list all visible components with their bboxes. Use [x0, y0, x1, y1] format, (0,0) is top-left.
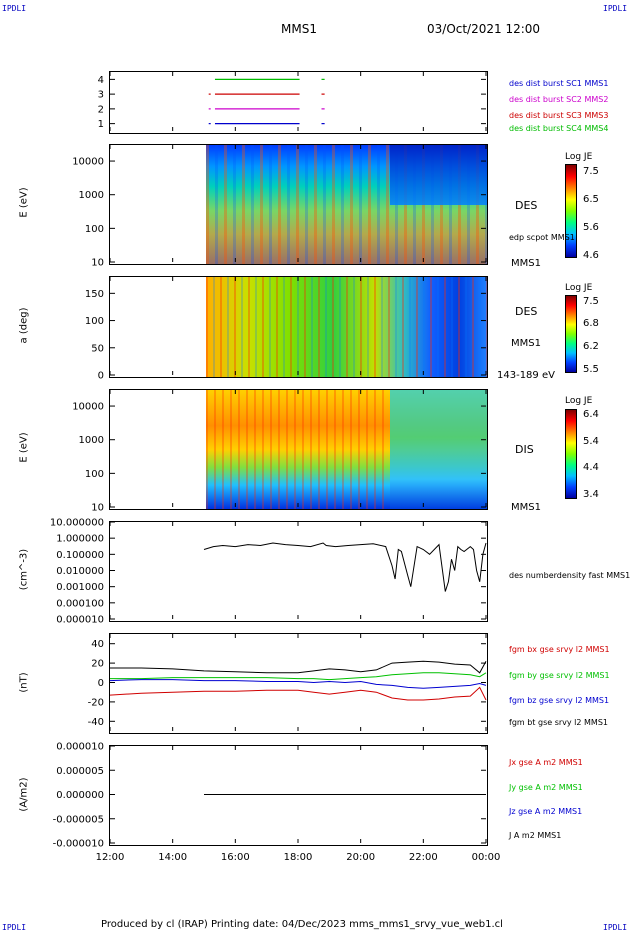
des-pitch-colorbar	[565, 295, 577, 373]
current-legend-jz: Jz gse A m2 MMS1	[509, 807, 583, 816]
des_energy-ytick-label: 10000	[72, 157, 104, 168]
dis_energy-ytick-label: 100	[85, 469, 104, 480]
des-energy-cb-tick: 7.5	[583, 166, 599, 177]
burst-legend-sc3: des dist burst SC3 MMS3	[509, 111, 609, 120]
time-axis-tick-label: 12:00	[96, 852, 125, 863]
des-pitch-cb-tick: 5.5	[583, 364, 599, 375]
des-pitch-cb-tick: 6.8	[583, 318, 599, 329]
des-energy-colorbar-title: Log JE	[565, 152, 593, 162]
current-ytick-label: 0.000005	[56, 766, 104, 777]
burst-legend-sc2: des dist burst SC2 MMS2	[509, 95, 609, 104]
des_pitch-ytick-label: 50	[91, 343, 104, 354]
density-line	[203, 542, 487, 592]
corner-label-bottom-right: IPDLI	[603, 923, 628, 932]
des-pitch-cb-tick: 7.5	[583, 296, 599, 307]
dis-energy-cb-tick: 4.4	[583, 462, 599, 473]
burst-legend-sc1: des dist burst SC1 MMS1	[509, 79, 609, 88]
des-energy-sc-label: MMS1	[511, 258, 541, 269]
des-energy-cb-tick: 5.6	[583, 222, 599, 233]
dis-energy-instrument-label: DIS	[515, 443, 534, 456]
fgm-legend-bx: fgm bx gse srvy l2 MMS1	[509, 645, 610, 654]
des-pitch-cb-tick: 6.2	[583, 341, 599, 352]
dis-energy-sc-label: MMS1	[511, 502, 541, 513]
time-axis-tick-label: 18:00	[284, 852, 313, 863]
fgm-ytick-label: 40	[91, 639, 104, 650]
density-ytick-label: 0.100000	[56, 550, 104, 561]
des-energy-cb-tick: 4.6	[583, 250, 599, 261]
des_pitch-ytick-label: 150	[85, 289, 104, 300]
des-pitch-spectrogram	[206, 277, 487, 377]
des_energy-ytick-label: 10	[91, 258, 104, 269]
fgm-by-line	[110, 672, 487, 681]
current-legend-jx: Jx gse A m2 MMS1	[509, 758, 583, 767]
current-ytick-label: 0.000010	[56, 742, 104, 753]
fgm-ytick-label: -20	[88, 697, 104, 708]
des_energy-ytick-label: 100	[85, 224, 104, 235]
fgm-bz-line	[109, 679, 487, 689]
datetime-title: 03/Oct/2021 12:00	[427, 22, 541, 36]
footer-text: Produced by cl (IRAP) Printing date: 04/…	[101, 919, 503, 930]
fgm-ytick-label: -40	[88, 717, 104, 728]
fgm-legend-bt: fgm bt gse srvy l2 MMS1	[509, 718, 608, 727]
des-pitch-colorbar-title: Log JE	[565, 283, 593, 293]
dis_energy-ytick-label: 10	[91, 503, 104, 514]
dis_energy-ytick-label: 1000	[79, 435, 104, 446]
des-pitch-panel	[109, 276, 488, 378]
time-axis-tick-label: 20:00	[346, 852, 375, 863]
fgm-bx-line	[109, 686, 487, 701]
density-ytick-label: 0.010000	[56, 566, 104, 577]
dis-energy-cb-tick: 6.4	[583, 409, 599, 420]
fgm-panel	[109, 633, 488, 734]
burst-ytick-label: 2	[98, 104, 104, 115]
des-pitch-energy-range: 143-189 eV	[497, 370, 555, 381]
corner-label-top-left: IPDLI	[2, 4, 27, 13]
current-legend-jy: Jy gse A m2 MMS1	[509, 783, 583, 792]
des-energy-panel	[109, 144, 488, 265]
dis_energy-ytick-label: 10000	[72, 402, 104, 413]
corner-label-top-right: IPDLI	[603, 4, 628, 13]
fgm-ytick-label: 0	[98, 678, 104, 689]
des-pitch-sc-label: MMS1	[511, 338, 541, 349]
time-axis-tick-label: 22:00	[409, 852, 438, 863]
current-ytick-label: -0.000010	[53, 839, 104, 850]
des-energy-cb-tick: 6.5	[583, 194, 599, 205]
dis-energy-colorbar-title: Log JE	[565, 396, 593, 406]
density-panel	[109, 521, 488, 622]
des_pitch-ytick-label: 100	[85, 316, 104, 327]
des-pitch-instrument-label: DES	[515, 305, 538, 318]
density-ytick-label: 10.000000	[50, 518, 104, 529]
corner-label-bottom-left: IPDLI	[2, 923, 27, 932]
des-energy-colorbar	[565, 164, 577, 258]
fgm-bt-line	[110, 660, 487, 674]
time-axis-tick-label: 00:00	[472, 852, 501, 863]
current-panel	[109, 745, 488, 846]
burst-legend-sc4: des dist burst SC4 MMS4	[509, 124, 609, 133]
current-ytick-label: -0.000005	[53, 814, 104, 825]
burst-ytick-label: 1	[98, 119, 104, 130]
spacecraft-title: MMS1	[281, 22, 317, 36]
density-ytick-label: 0.000010	[56, 615, 104, 626]
current-legend-j: J A m2 MMS1	[509, 831, 562, 840]
des-energy-instrument-label: DES	[515, 199, 538, 212]
dis-energy-colorbar	[565, 409, 577, 499]
des-energy-overlay-label: edp scpot MMS1	[509, 233, 575, 242]
fgm-ytick-label: 20	[91, 659, 104, 670]
des_pitch-ytick-label: 0	[98, 371, 104, 382]
density-legend: des numberdensity fast MMS1	[509, 571, 630, 580]
fgm-legend-bz: fgm bz gse srvy l2 MMS1	[509, 696, 610, 705]
dis-energy-cb-tick: 3.4	[583, 489, 599, 500]
dis-energy-cb-tick: 5.4	[583, 436, 599, 447]
burst-ytick-label: 3	[98, 90, 104, 101]
density-ytick-label: 0.001000	[56, 582, 104, 593]
current-ytick-label: 0.000000	[56, 790, 104, 801]
time-axis-tick-label: 14:00	[158, 852, 187, 863]
time-axis-tick-label: 16:00	[221, 852, 250, 863]
density-ytick-label: 0.000100	[56, 598, 104, 609]
dis-energy-panel	[109, 389, 488, 510]
burst-ytick-label: 4	[98, 75, 104, 86]
density-ytick-label: 1.000000	[56, 534, 104, 545]
des_energy-ytick-label: 1000	[79, 190, 104, 201]
fgm-legend-by: fgm by gse srvy l2 MMS1	[509, 671, 610, 680]
